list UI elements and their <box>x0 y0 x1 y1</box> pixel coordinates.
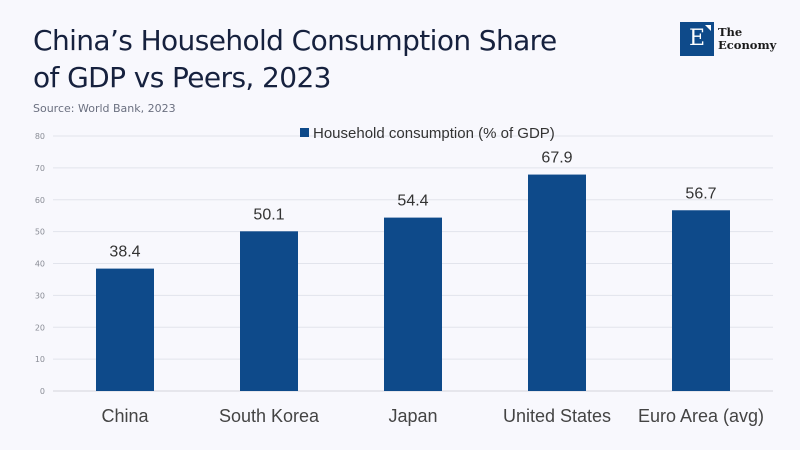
bar <box>240 231 298 391</box>
logo-line-1: The <box>718 25 743 39</box>
y-tick-label: 30 <box>35 291 45 300</box>
legend-item: Household consumption (% of GDP) <box>300 125 555 142</box>
y-tick-label: 40 <box>35 260 45 269</box>
x-tick-label: South Korea <box>219 406 320 426</box>
data-label: 54.4 <box>397 193 428 210</box>
y-tick-label: 10 <box>35 355 45 364</box>
logo-mark-icon: E <box>680 22 714 56</box>
y-tick-label: 60 <box>35 196 45 205</box>
bar <box>528 174 586 391</box>
bar <box>96 268 154 391</box>
logo-letter: E <box>688 26 706 51</box>
data-label: 50.1 <box>253 206 284 223</box>
data-label: 38.4 <box>109 244 140 261</box>
x-tick-label: Japan <box>388 406 437 426</box>
x-tick-label: Euro Area (avg) <box>638 406 764 426</box>
legend-label: Household consumption (% of GDP) <box>313 125 555 142</box>
bar <box>384 217 442 391</box>
bars <box>96 174 730 391</box>
y-tick-label: 0 <box>40 387 45 396</box>
y-tick-label: 70 <box>35 164 45 173</box>
source-note: Source: World Bank, 2023 <box>33 102 176 115</box>
data-label: 56.7 <box>685 185 716 202</box>
x-axis-labels: China South Korea Japan United States Euro A… <box>101 406 764 426</box>
data-label: 67.9 <box>541 150 572 167</box>
x-tick-label: China <box>101 406 149 426</box>
title-line-1: China’s Household Consumption Share <box>33 24 557 57</box>
chart-title: China’s Household Consumption Share of G… <box>33 22 593 96</box>
y-axis-ticks: 0 10 20 30 40 50 60 70 80 <box>35 132 45 396</box>
logo-notch <box>705 25 711 31</box>
legend-swatch <box>300 128 309 137</box>
x-tick-label: United States <box>503 406 611 426</box>
logo-wordmark: The Economy <box>718 26 776 52</box>
data-labels: 38.4 50.1 54.4 67.9 56.7 <box>109 150 716 261</box>
y-tick-label: 20 <box>35 323 45 332</box>
bar <box>672 210 730 391</box>
title-line-2: of GDP vs Peers, 2023 <box>33 61 331 94</box>
y-tick-label: 80 <box>35 132 45 141</box>
legend: Household consumption (% of GDP) <box>300 125 555 142</box>
logo-line-2: Economy <box>718 38 777 52</box>
y-tick-label: 50 <box>35 228 45 237</box>
the-economy-logo: E The Economy <box>680 22 776 56</box>
